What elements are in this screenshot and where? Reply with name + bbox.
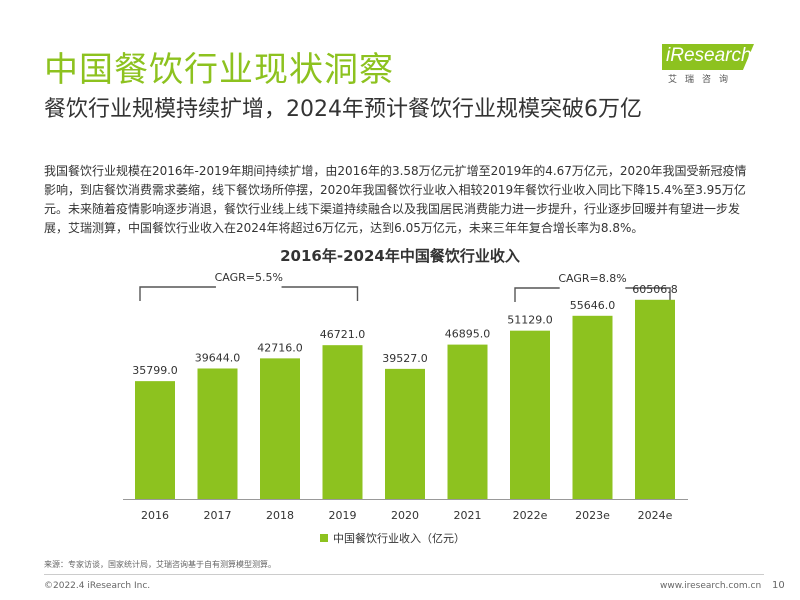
source-note: 来源：专家访谈，国家统计局，艾瑞咨询基于自有测算模型测算。 xyxy=(44,560,276,569)
value-label-2024e: 60506.8 xyxy=(632,283,678,296)
cagr-label-2: CAGR=8.8% xyxy=(558,272,626,285)
bar-2020 xyxy=(385,368,425,499)
value-label-2016: 35799.0 xyxy=(132,364,178,377)
logo-text: iResearch xyxy=(666,45,752,66)
bars-group xyxy=(135,299,675,499)
value-label-2023e: 55646.0 xyxy=(570,299,616,312)
page-number: 10 xyxy=(772,580,785,591)
x-tick-label-2024e: 2024e xyxy=(638,509,673,522)
page-title: 中国餐饮行业现状洞察 xyxy=(44,50,394,90)
bar-2024e xyxy=(635,299,675,499)
x-tick-label-2017: 2017 xyxy=(204,509,232,522)
cagr-bracket-1 xyxy=(139,286,359,301)
chart-title: 2016年-2024年中国餐饮行业收入 xyxy=(280,247,520,265)
logo-subtitle: 艾瑞咨询 xyxy=(668,75,737,85)
bar-2022e xyxy=(510,330,550,499)
bar-2021 xyxy=(447,344,488,499)
x-tick-label-2022e: 2022e xyxy=(513,509,548,522)
cagr-label-1: CAGR=5.5% xyxy=(215,271,283,284)
website-link[interactable]: www.iresearch.com.cn xyxy=(660,581,762,591)
x-axis-labels: 2016 2017 2018 2019 2020 2021 2022e 2023e 2024e xyxy=(141,509,673,522)
x-tick-label-2020: 2020 xyxy=(391,509,419,522)
x-tick-label-2023e: 2023e xyxy=(575,509,610,522)
x-tick-label-2018: 2018 xyxy=(266,509,294,522)
copyright: ©2022.4 iResearch Inc. xyxy=(44,581,151,591)
footer-divider xyxy=(44,574,764,575)
bar-2016 xyxy=(135,381,175,499)
legend-label: 中国餐饮行业收入（亿元） xyxy=(333,531,465,545)
value-label-2018: 42716.0 xyxy=(257,341,303,354)
bar-2017 xyxy=(197,368,238,499)
value-label-2021: 46895.0 xyxy=(445,328,491,341)
x-tick-label-2016: 2016 xyxy=(141,509,169,522)
x-tick-label-2019: 2019 xyxy=(329,509,357,522)
legend-swatch xyxy=(320,534,328,542)
value-label-2022e: 51129.0 xyxy=(507,314,553,327)
logo-background xyxy=(662,44,754,70)
iresearch-logo: iResearch 艾瑞咨询 xyxy=(662,44,758,85)
value-label-2020: 39527.0 xyxy=(382,352,428,365)
body-paragraph: 我国餐饮行业规模在2016年-2019年期间持续扩增，由2016年的3.58万亿… xyxy=(44,164,747,235)
x-tick-label-2021: 2021 xyxy=(454,509,482,522)
value-label-2017: 39644.0 xyxy=(195,351,241,364)
cagr-brackets: CAGR=5.5% CAGR=8.8% xyxy=(139,271,671,302)
bar-2018 xyxy=(260,358,300,499)
bar-2019 xyxy=(322,345,363,499)
chart-legend: 中国餐饮行业收入（亿元） xyxy=(320,531,465,545)
bar-2023e xyxy=(572,315,613,499)
value-labels-group: 35799.0 39644.0 42716.0 46721.0 39527.0 46895… xyxy=(132,283,678,377)
page-subtitle: 餐饮行业规模持续扩增，2024年预计餐饮行业规模突破6万亿 xyxy=(44,97,642,122)
value-label-2019: 46721.0 xyxy=(320,328,366,341)
cagr-bracket-2 xyxy=(514,287,671,302)
